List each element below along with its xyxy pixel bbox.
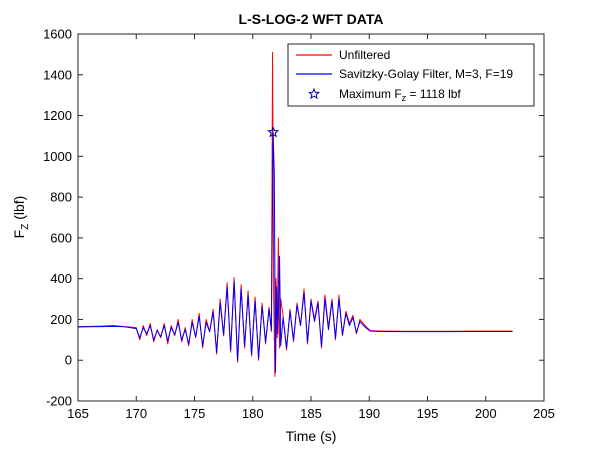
y-axis-label-subscript: Z (20, 224, 31, 230)
x-tick-label: 180 (242, 406, 264, 421)
y-tick-label: -200 (46, 394, 72, 409)
x-tick-label: 185 (300, 406, 322, 421)
y-tick-label: 800 (50, 190, 72, 205)
y-tick-label: 1000 (43, 149, 72, 164)
chart-title: L-S-LOG-2 WFT DATA (239, 11, 384, 27)
y-tick-label: 600 (50, 230, 72, 245)
series-group (77, 51, 513, 378)
y-tick-label: 0 (65, 353, 72, 368)
legend-maximum-rest: = 1118 lbf (406, 87, 461, 101)
legend-swatch-maximum-star-icon (307, 87, 321, 100)
legend-maximum-main: Maximum F (339, 87, 402, 101)
x-tick-label: 190 (358, 406, 380, 421)
legend: Unfiltered Savitzky-Golay Filter, M=3, F… (287, 43, 535, 107)
legend-label-filtered: Savitzky-Golay Filter, M=3, F=19 (339, 67, 513, 81)
y-axis-label-main: F (11, 230, 27, 239)
x-tick-label: 195 (417, 406, 439, 421)
maximum-star-marker (267, 125, 280, 138)
x-tick-label: 175 (184, 406, 206, 421)
legend-label-unfiltered: Unfiltered (339, 48, 390, 62)
legend-maximum-subscript: z (402, 93, 407, 103)
x-axis-ticks: 165 170 175 180 185 190 195 200 205 (67, 34, 555, 421)
y-tick-label: 400 (50, 271, 72, 286)
y-axis-label-group: FZ (lbf) (11, 196, 31, 239)
y-tick-label: 1400 (43, 67, 72, 82)
x-axis-label: Time (s) (286, 428, 337, 444)
y-tick-label: 1200 (43, 108, 72, 123)
y-axis-label-unit: (lbf) (11, 196, 27, 224)
legend-star-shape (307, 87, 321, 100)
x-tick-label: 205 (533, 406, 555, 421)
y-axis-ticks: -200 0 200 400 600 800 1000 1200 1400 1600 (43, 27, 544, 409)
x-tick-label: 170 (125, 406, 147, 421)
legend-box (287, 43, 535, 107)
x-tick-label: 165 (67, 406, 89, 421)
y-axis-label: FZ (lbf) (11, 196, 31, 239)
series-line-savitzky-golay (77, 131, 513, 373)
x-tick-label: 200 (475, 406, 497, 421)
y-tick-label: 1600 (43, 27, 72, 42)
y-tick-label: 200 (50, 312, 72, 327)
legend-label-maximum: Maximum Fz = 1118 lbf (339, 87, 461, 103)
maximum-marker-group (267, 125, 280, 138)
